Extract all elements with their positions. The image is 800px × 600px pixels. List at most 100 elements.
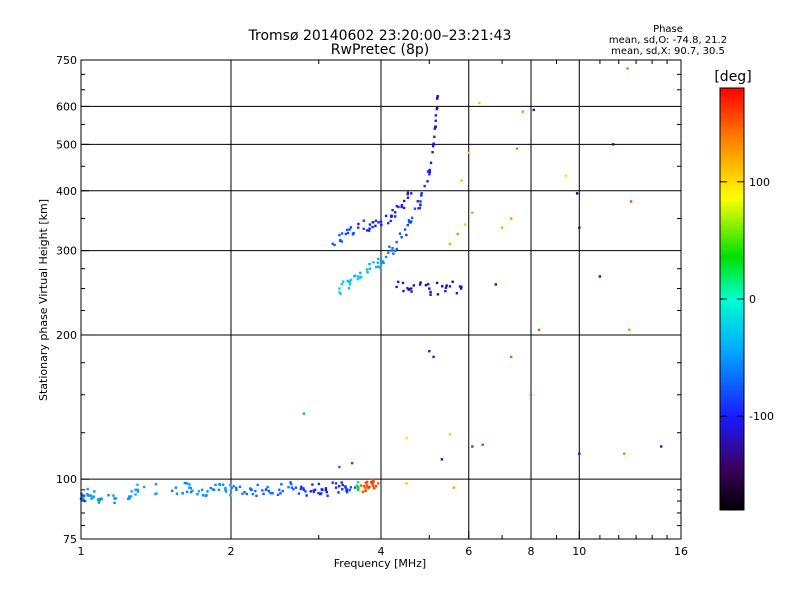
trace-point <box>142 485 146 489</box>
trace-point <box>364 489 367 493</box>
trace-point <box>368 267 372 270</box>
y-tick-label: 750 <box>56 54 77 67</box>
trace-point <box>436 94 439 98</box>
trace-point <box>185 490 189 494</box>
trace-point <box>402 206 406 210</box>
trace-point <box>294 486 298 489</box>
trace-point <box>81 497 84 500</box>
colorbar-tick-label: -100 <box>749 410 774 423</box>
trace-point <box>196 493 199 496</box>
trace-point <box>407 288 410 291</box>
trace-point <box>419 200 422 203</box>
trace-point <box>405 233 408 237</box>
trace-point <box>448 433 452 436</box>
trace-point <box>331 242 334 245</box>
trace-point <box>340 282 343 286</box>
trace-point <box>390 249 393 252</box>
trace-point <box>424 284 428 287</box>
trace-point <box>349 486 353 489</box>
trace-point <box>434 119 437 122</box>
trace-point <box>412 284 416 287</box>
trace-point <box>659 445 663 448</box>
trace-point <box>136 490 140 493</box>
trace-point <box>276 493 280 497</box>
x-tick-label: 1 <box>78 545 85 558</box>
trace-point <box>445 284 448 287</box>
trace-point <box>302 488 306 492</box>
trace-point <box>359 275 363 279</box>
trace-point <box>379 260 383 263</box>
trace-point <box>278 488 281 492</box>
trace-point <box>431 144 435 148</box>
trace-point <box>113 497 116 500</box>
trace-point <box>426 170 430 173</box>
trace-point <box>221 483 225 486</box>
trace-point <box>339 239 342 242</box>
trace-point <box>389 219 392 223</box>
trace-point <box>238 485 242 489</box>
trace-point <box>405 436 408 439</box>
trace-point <box>112 494 115 497</box>
trace-point <box>87 494 90 497</box>
trace-point <box>185 482 189 485</box>
x-tick-label: 6 <box>465 545 472 558</box>
trace-point <box>313 488 317 492</box>
trace-point <box>355 484 358 487</box>
trace-point <box>413 207 417 210</box>
trace-point <box>390 215 393 218</box>
trace-point <box>82 498 85 501</box>
trace-point <box>509 355 513 359</box>
trace-point <box>406 196 410 199</box>
trace-point <box>347 286 351 290</box>
trace-point <box>384 255 388 259</box>
trace-point <box>224 488 227 492</box>
trace-point <box>209 486 212 490</box>
trace-point <box>84 499 87 503</box>
plot-area: 1 2 4 6 8 10 16 75 100 200 300 400 500 600 750 <box>56 54 688 558</box>
trace-point <box>254 489 257 493</box>
chart-subtitle: RwPretec (8p) <box>331 42 429 58</box>
trace-point <box>86 487 89 491</box>
trace-point <box>451 280 454 283</box>
trace-point <box>366 271 369 274</box>
y-tick-label: 300 <box>56 245 77 258</box>
trace-point <box>362 227 365 231</box>
trace-point <box>598 275 602 278</box>
trace-point <box>578 226 581 229</box>
trace-point <box>444 286 448 289</box>
trace-point <box>393 249 397 253</box>
trace-point <box>197 490 201 493</box>
trace-point <box>338 465 341 469</box>
trace-point <box>191 489 194 492</box>
trace-point <box>317 491 320 495</box>
trace-point <box>515 147 519 150</box>
trace-point <box>371 225 374 229</box>
trace-point <box>183 481 187 485</box>
trace-point <box>365 484 369 487</box>
trace-point <box>350 461 354 465</box>
trace-point <box>377 257 380 261</box>
trace-point <box>356 226 360 229</box>
trace-point <box>189 490 193 494</box>
trace-point <box>537 328 541 332</box>
trace-point <box>377 221 380 224</box>
trace-point <box>379 220 383 223</box>
trace-point <box>434 114 438 117</box>
trace-point <box>334 482 338 485</box>
trace-point <box>444 289 447 293</box>
trace-point <box>410 290 413 293</box>
trace-point <box>406 287 409 290</box>
trace-point <box>235 488 238 492</box>
trace-point <box>230 486 233 490</box>
trace-point <box>432 142 435 145</box>
trace-point <box>377 265 380 268</box>
trace-point <box>418 283 422 286</box>
y-tick-label: 600 <box>56 100 77 113</box>
trace-point <box>448 285 452 288</box>
trace-point <box>206 490 209 493</box>
trace-point <box>377 482 380 485</box>
trace-point <box>290 486 294 489</box>
trace-point <box>98 498 102 502</box>
trace-point <box>396 280 400 284</box>
